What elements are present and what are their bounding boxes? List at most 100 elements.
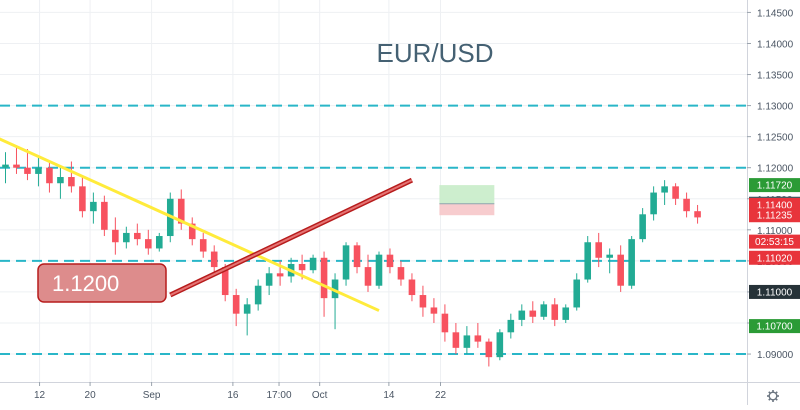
candle-body bbox=[683, 198, 690, 212]
candle-body bbox=[210, 251, 218, 268]
candle-body bbox=[672, 186, 679, 199]
candle-body bbox=[386, 254, 394, 268]
candle-body bbox=[199, 239, 207, 252]
trendline-downtrend[interactable] bbox=[0, 137, 380, 312]
candle-body bbox=[68, 177, 75, 187]
candle-body bbox=[2, 164, 9, 168]
price-tag bbox=[749, 250, 800, 265]
candle-body bbox=[35, 167, 42, 174]
candle-body bbox=[145, 239, 152, 249]
candle-body bbox=[13, 164, 20, 168]
candle-body bbox=[441, 313, 449, 333]
candle-body bbox=[188, 223, 196, 240]
chart-title: EUR/USD bbox=[376, 38, 493, 68]
candle-body bbox=[518, 310, 526, 320]
price-tag bbox=[749, 208, 800, 223]
price-tag-label: 1.11720 bbox=[757, 181, 793, 192]
time-axis-label: 14 bbox=[383, 390, 395, 401]
candle-body bbox=[221, 267, 229, 296]
candle-body bbox=[90, 201, 97, 212]
price-axis-label: 1.12500 bbox=[757, 133, 794, 144]
price-callout[interactable]: 1.1200 bbox=[37, 263, 167, 303]
candle-body bbox=[298, 263, 306, 271]
price-tag bbox=[749, 234, 800, 249]
price-tag-label: 1.10700 bbox=[756, 322, 793, 333]
horizontal-levels bbox=[0, 104, 747, 356]
candle-body bbox=[507, 319, 515, 333]
time-axis-label: 22 bbox=[435, 390, 447, 401]
candle-body bbox=[342, 245, 350, 280]
candle-body bbox=[496, 332, 504, 358]
callout-box[interactable] bbox=[37, 263, 167, 303]
candle-body bbox=[309, 257, 317, 271]
candle-body bbox=[57, 177, 64, 184]
time-axis[interactable]: 12 20 Sep 16 17:00 Oct 14 22 bbox=[0, 382, 800, 401]
candle-body bbox=[540, 304, 548, 317]
candle-body bbox=[562, 307, 570, 320]
candle-body bbox=[694, 211, 701, 218]
candle-body bbox=[430, 307, 438, 314]
price-axis-label: 1.11000 bbox=[757, 226, 793, 237]
candle-body bbox=[101, 201, 108, 230]
gear-ring bbox=[768, 391, 778, 401]
candle-body bbox=[46, 167, 53, 184]
candle-body bbox=[419, 295, 427, 308]
candle-body bbox=[595, 242, 602, 258]
candles bbox=[2, 145, 701, 367]
candle-body bbox=[573, 279, 581, 308]
price-axis-label: 1.14500 bbox=[757, 8, 794, 19]
time-axis-label: Oct bbox=[312, 390, 328, 401]
position-box[interactable] bbox=[439, 185, 495, 216]
candle-body bbox=[375, 254, 383, 286]
candle-body bbox=[79, 186, 86, 212]
trendline-channel[interactable] bbox=[169, 179, 413, 296]
time-axis-label: 12 bbox=[34, 390, 46, 401]
price-tag-label: 1.11020 bbox=[757, 253, 793, 264]
price-tags: 1.117201.114201.114001.1123502:53:151.11… bbox=[749, 178, 800, 334]
candle-body bbox=[661, 186, 668, 193]
candle-body bbox=[606, 254, 613, 258]
candle-body bbox=[452, 332, 460, 348]
price-tag bbox=[749, 284, 800, 299]
price-axis-label: 1.14000 bbox=[757, 39, 794, 50]
profit-zone[interactable] bbox=[439, 185, 495, 204]
candle-body bbox=[254, 285, 262, 305]
trendlines[interactable] bbox=[0, 137, 414, 312]
price-tag bbox=[749, 319, 800, 334]
candle-body bbox=[320, 257, 328, 299]
price-tag-label: 1.11235 bbox=[757, 211, 793, 222]
candle-body bbox=[177, 198, 185, 224]
candle-body bbox=[364, 267, 372, 286]
candle-body bbox=[650, 192, 657, 215]
candle-body bbox=[155, 236, 163, 249]
price-tag bbox=[749, 178, 800, 193]
candle-body bbox=[639, 214, 646, 240]
candle-body bbox=[134, 232, 141, 240]
loss-zone[interactable] bbox=[439, 203, 495, 216]
price-tag-label: 02:53:15 bbox=[755, 237, 794, 248]
time-axis-label: 20 bbox=[85, 390, 97, 401]
candle-body bbox=[331, 279, 339, 299]
candle-body bbox=[408, 279, 416, 296]
price-axis-label: 1.13000 bbox=[757, 102, 794, 113]
price-axis-label: 1.09000 bbox=[757, 350, 794, 361]
candle-body bbox=[112, 229, 119, 243]
candle-body bbox=[243, 304, 251, 314]
price-tag-label: 1.11400 bbox=[757, 200, 793, 211]
candle-body bbox=[232, 295, 240, 314]
candle-body bbox=[617, 254, 624, 286]
candle-body bbox=[397, 267, 405, 280]
gear-icon[interactable] bbox=[767, 390, 779, 402]
candle-body bbox=[265, 273, 273, 286]
price-axis-label: 1.12000 bbox=[757, 164, 794, 175]
time-axis-label: 17:00 bbox=[267, 390, 292, 401]
price-axis-label: 1.13500 bbox=[757, 71, 794, 82]
price-tag-label: 1.11000 bbox=[757, 287, 793, 298]
candle-body bbox=[529, 310, 537, 317]
candle-body bbox=[551, 304, 559, 320]
time-axis-label: 16 bbox=[227, 390, 239, 401]
candle-body bbox=[474, 335, 482, 342]
candle-body bbox=[463, 335, 471, 348]
